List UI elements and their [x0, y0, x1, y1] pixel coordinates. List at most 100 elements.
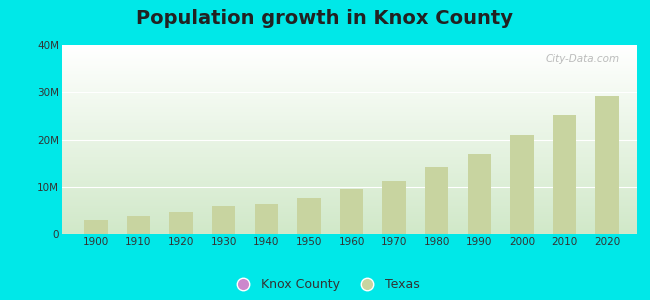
Bar: [62, 182, 637, 183]
Bar: [62, 212, 637, 213]
Bar: [62, 194, 637, 195]
Bar: [62, 109, 637, 110]
Bar: [62, 51, 637, 52]
Bar: [127, 216, 150, 234]
Bar: [62, 165, 637, 166]
Bar: [255, 204, 278, 234]
Bar: [62, 230, 637, 231]
Bar: [62, 192, 637, 194]
Bar: [62, 185, 637, 186]
Bar: [62, 178, 637, 179]
Bar: [62, 144, 637, 145]
Bar: [62, 188, 637, 189]
Bar: [62, 116, 637, 117]
Bar: [62, 57, 637, 58]
Bar: [62, 219, 637, 220]
Bar: [62, 66, 637, 67]
Bar: [553, 115, 577, 234]
Bar: [62, 226, 637, 227]
Bar: [62, 50, 637, 51]
Bar: [62, 207, 637, 208]
Bar: [62, 121, 637, 122]
Bar: [62, 59, 637, 60]
Bar: [62, 232, 637, 233]
Bar: [62, 90, 637, 91]
Bar: [62, 88, 637, 89]
Bar: [62, 64, 637, 65]
Bar: [62, 221, 637, 222]
Bar: [62, 158, 637, 159]
Bar: [62, 171, 637, 172]
Bar: [84, 220, 107, 234]
Bar: [62, 79, 637, 80]
Bar: [62, 233, 637, 234]
Bar: [62, 94, 637, 95]
Bar: [62, 113, 637, 114]
Bar: [62, 163, 637, 164]
Bar: [62, 143, 637, 144]
Bar: [62, 78, 637, 79]
Bar: [62, 164, 637, 165]
Bar: [62, 62, 637, 63]
Bar: [62, 167, 637, 168]
Bar: [62, 153, 637, 154]
Bar: [62, 213, 637, 214]
Bar: [62, 181, 637, 182]
Bar: [62, 68, 637, 69]
Bar: [62, 76, 637, 77]
Bar: [62, 151, 637, 152]
Bar: [62, 114, 637, 115]
Text: Population growth in Knox County: Population growth in Knox County: [136, 9, 514, 28]
Bar: [62, 198, 637, 199]
Bar: [62, 81, 637, 82]
Bar: [62, 106, 637, 107]
Bar: [62, 135, 637, 136]
Bar: [62, 104, 637, 106]
Bar: [62, 231, 637, 232]
Bar: [297, 198, 320, 234]
Bar: [62, 161, 637, 162]
Bar: [62, 130, 637, 131]
Bar: [62, 133, 637, 134]
Bar: [62, 201, 637, 202]
Bar: [62, 149, 637, 150]
Bar: [62, 169, 637, 170]
Bar: [62, 126, 637, 127]
Bar: [62, 173, 637, 175]
Bar: [62, 139, 637, 140]
Text: City-Data.com: City-Data.com: [545, 55, 619, 64]
Bar: [467, 154, 491, 234]
Bar: [62, 131, 637, 132]
Bar: [62, 110, 637, 111]
Bar: [62, 162, 637, 163]
Bar: [170, 212, 193, 234]
Bar: [62, 85, 637, 86]
Bar: [62, 72, 637, 74]
Bar: [62, 123, 637, 124]
Bar: [62, 160, 637, 161]
Bar: [62, 48, 637, 49]
Bar: [62, 210, 637, 211]
Bar: [62, 95, 637, 96]
Bar: [62, 157, 637, 158]
Bar: [62, 190, 637, 191]
Bar: [62, 53, 637, 55]
Bar: [62, 80, 637, 81]
Bar: [62, 98, 637, 99]
Bar: [62, 216, 637, 217]
Bar: [62, 197, 637, 198]
Bar: [62, 137, 637, 138]
Bar: [62, 159, 637, 160]
Bar: [62, 99, 637, 100]
Bar: [62, 132, 637, 133]
Bar: [62, 70, 637, 71]
Bar: [62, 108, 637, 109]
Bar: [62, 67, 637, 68]
Bar: [62, 71, 637, 72]
Bar: [62, 184, 637, 185]
Bar: [62, 100, 637, 101]
Bar: [62, 74, 637, 75]
Bar: [62, 175, 637, 176]
Bar: [62, 85, 637, 87]
Bar: [62, 56, 637, 57]
